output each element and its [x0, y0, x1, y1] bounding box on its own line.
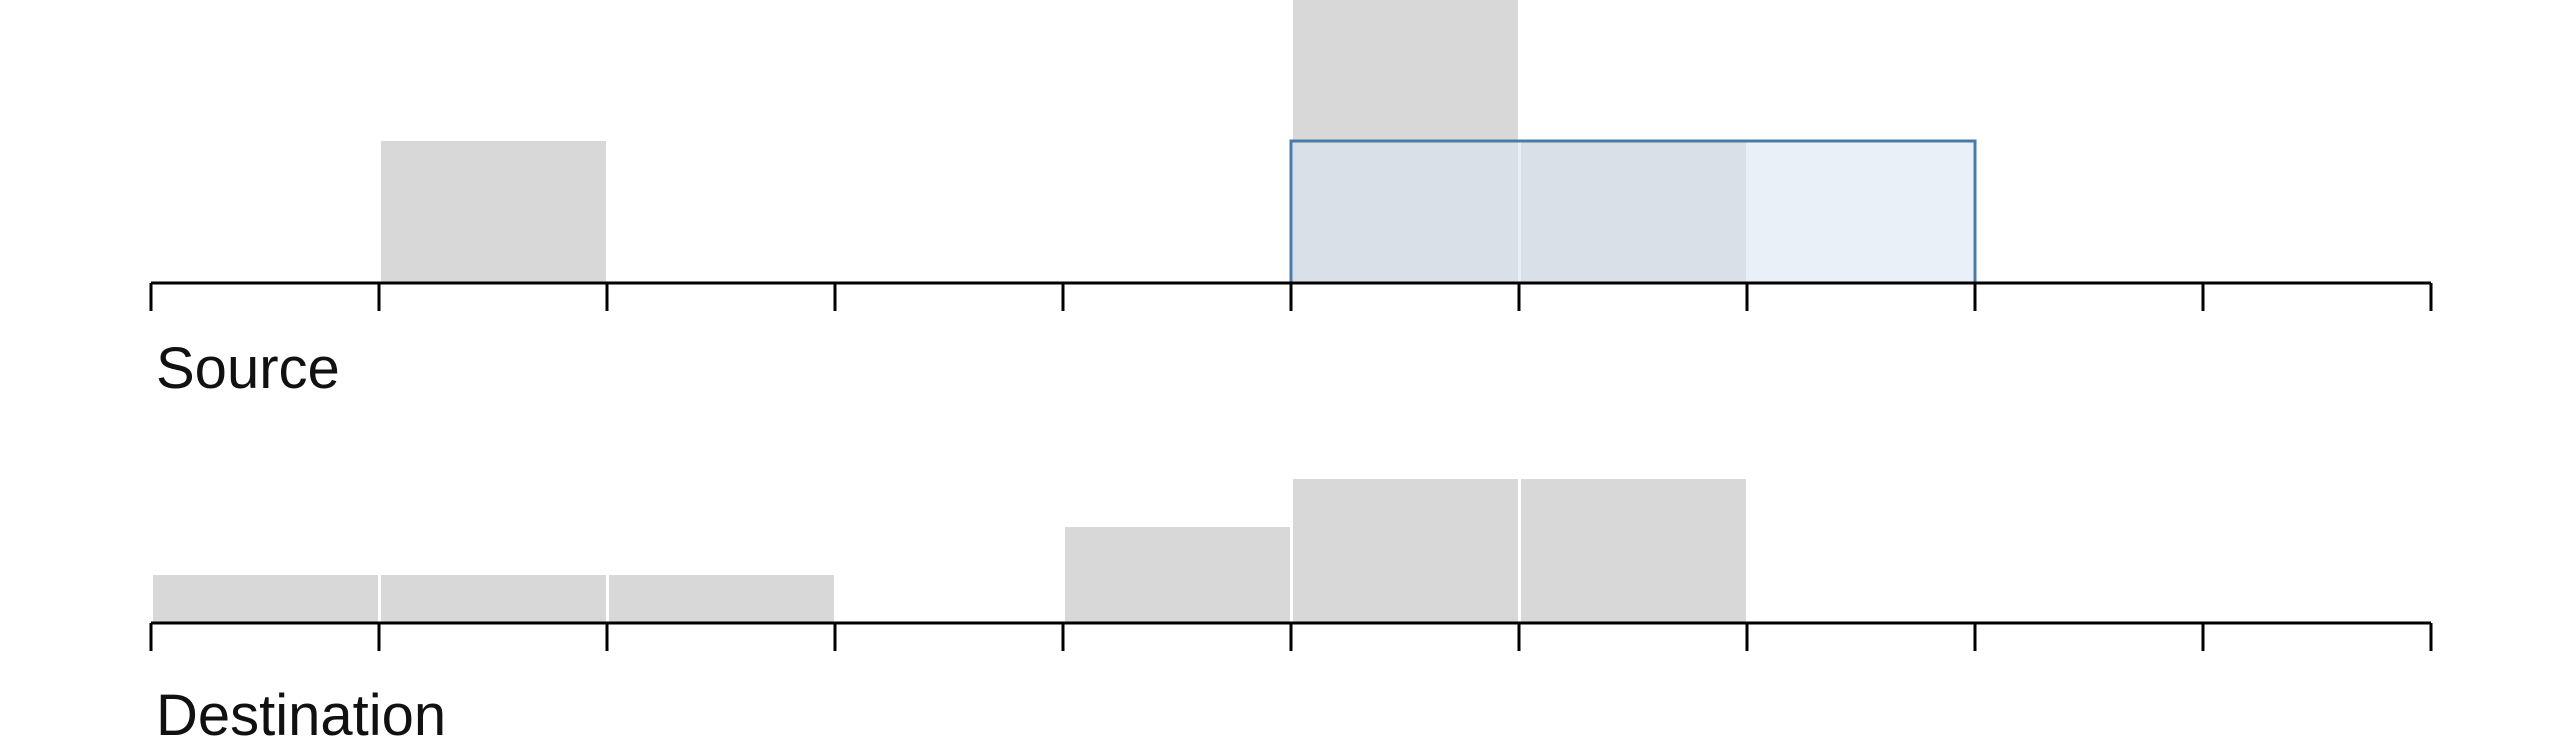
destination-label: Destination — [156, 683, 446, 742]
source-label: Source — [156, 336, 340, 401]
selection-brush-rect[interactable] — [1289, 139, 1977, 285]
destination-bar — [153, 575, 378, 623]
destination-bar — [1065, 527, 1290, 623]
destination-histogram: Destination — [149, 479, 2433, 742]
destination-bar — [609, 575, 834, 623]
destination-bar — [1293, 479, 1518, 623]
source-histogram: Source — [149, 0, 2433, 401]
source-bar — [381, 141, 606, 283]
destination-bars — [153, 479, 1746, 623]
destination-axis — [149, 621, 2433, 651]
source-axis — [149, 281, 2433, 311]
destination-bar — [381, 575, 606, 623]
source-selection-brush[interactable] — [1289, 139, 1977, 285]
destination-bar — [1521, 479, 1746, 623]
